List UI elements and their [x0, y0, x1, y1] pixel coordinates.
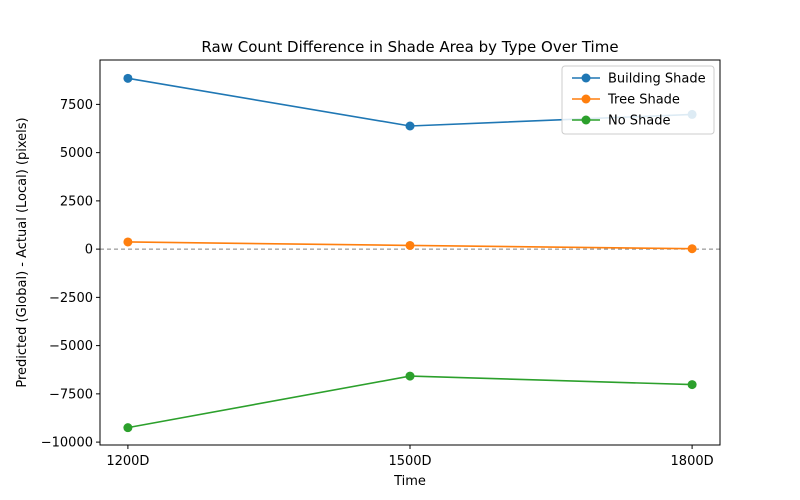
y-tick-label: 5000	[60, 146, 93, 161]
y-tick-label: 2500	[60, 194, 93, 209]
y-tick-label: −2500	[49, 291, 93, 306]
data-point-1-2	[687, 244, 697, 254]
legend-label-1: Tree Shade	[607, 93, 680, 108]
x-tick-label: 1800D	[671, 454, 714, 469]
legend-label-2: No Shade	[608, 114, 671, 129]
chart-title: Raw Count Difference in Shade Area by Ty…	[201, 38, 618, 56]
legend-marker-0	[581, 73, 591, 83]
y-tick-label: 7500	[60, 98, 93, 113]
data-point-2-2	[687, 380, 697, 390]
x-tick-label: 1200D	[106, 454, 149, 469]
legend-box	[561, 65, 715, 135]
legend-label-0: Building Shade	[608, 72, 706, 87]
data-point-0-1	[405, 121, 415, 131]
x-tick-label: 1500D	[388, 454, 431, 469]
y-tick-label: −7500	[49, 387, 93, 402]
data-point-2-1	[405, 371, 415, 381]
y-tick-label: −10000	[41, 436, 93, 451]
y-tick-label: −5000	[49, 339, 93, 354]
data-point-1-1	[405, 240, 415, 250]
data-point-0-0	[123, 73, 133, 83]
plot-area: −10000 −7500 −5000 −2500 0 2500 5000 7500 1200D 1…	[41, 59, 721, 469]
legend-marker-2	[581, 115, 591, 125]
legend-marker-1	[581, 94, 591, 104]
y-axis-title: Predicted (Global) - Actual (Local) (pix…	[15, 117, 30, 387]
x-axis-title: Time	[393, 474, 426, 489]
y-tick-label: 0	[85, 243, 93, 258]
data-point-1-0	[123, 237, 133, 247]
data-point-2-0	[123, 423, 133, 433]
legend: Building Shade Tree Shade No Shade	[561, 65, 715, 135]
